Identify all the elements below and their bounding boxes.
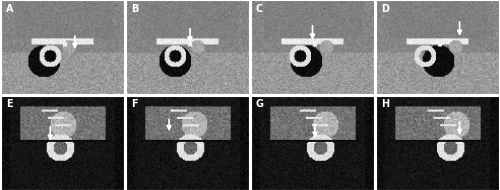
Text: G: G: [256, 99, 264, 109]
Text: H: H: [381, 99, 389, 109]
Text: C: C: [256, 4, 263, 14]
Text: D: D: [381, 4, 389, 14]
Text: A: A: [6, 4, 14, 14]
Text: E: E: [6, 99, 12, 109]
Text: B: B: [131, 4, 138, 14]
Text: F: F: [131, 99, 138, 109]
